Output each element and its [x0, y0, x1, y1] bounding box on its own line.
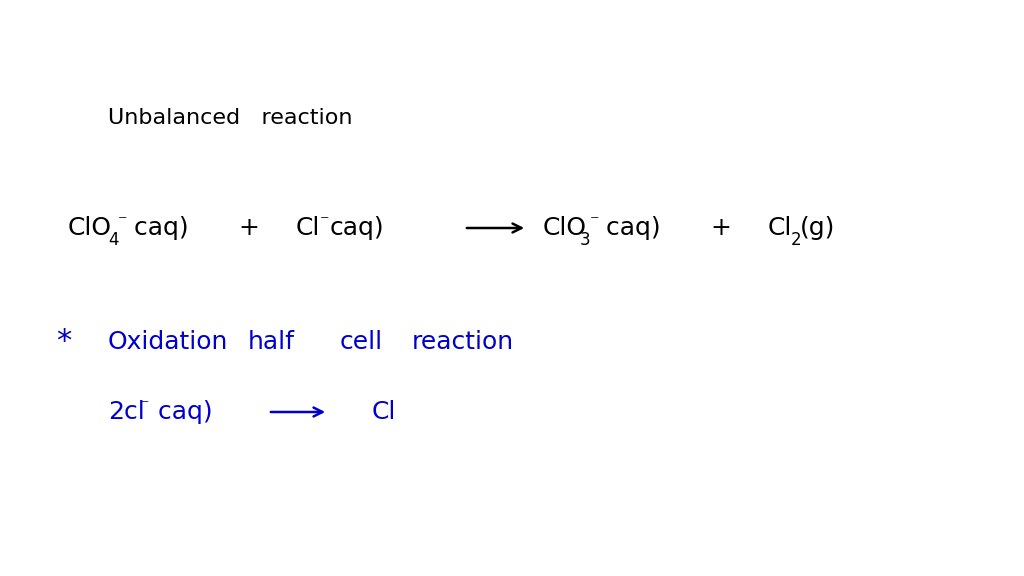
Text: Cl: Cl: [768, 216, 793, 240]
Text: ⁻: ⁻: [590, 213, 599, 231]
Text: cell: cell: [340, 330, 383, 354]
Text: caq): caq): [126, 216, 188, 240]
Text: 3: 3: [580, 231, 591, 249]
Text: caq): caq): [150, 400, 213, 424]
Text: ⁻: ⁻: [118, 213, 128, 231]
Text: ClO: ClO: [543, 216, 587, 240]
Text: ⁻: ⁻: [140, 397, 150, 415]
Text: ⁻: ⁻: [319, 213, 330, 231]
Text: Oxidation: Oxidation: [108, 330, 228, 354]
Text: reaction: reaction: [412, 330, 514, 354]
Text: 4: 4: [108, 231, 119, 249]
Text: Unbalanced   reaction: Unbalanced reaction: [108, 108, 352, 128]
Text: +: +: [238, 216, 259, 240]
Text: *: *: [56, 328, 72, 357]
Text: Cl: Cl: [372, 400, 396, 424]
Text: 2: 2: [791, 231, 802, 249]
Text: Cl: Cl: [296, 216, 321, 240]
Text: caq): caq): [330, 216, 385, 240]
Text: half: half: [248, 330, 295, 354]
Text: +: +: [710, 216, 731, 240]
Text: ClO: ClO: [68, 216, 112, 240]
Text: caq): caq): [598, 216, 660, 240]
Text: (g): (g): [800, 216, 836, 240]
Text: 2cl: 2cl: [108, 400, 144, 424]
